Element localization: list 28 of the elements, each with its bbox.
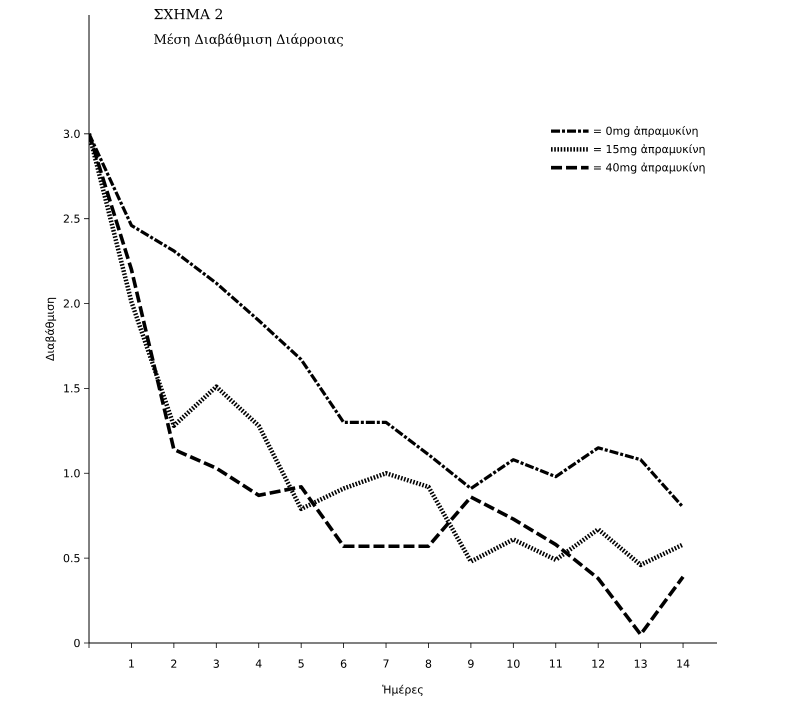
y-tick-label: 1.0 xyxy=(64,469,80,478)
x-tick-label: 11 xyxy=(550,660,562,668)
legend-label: = 15mg ἀπραμυκίνη xyxy=(594,144,705,156)
x-tick-label: 5 xyxy=(298,660,304,668)
text: Μέση Διαβάθμιση Διάρροιας xyxy=(154,33,343,47)
x-tick-label: 14 xyxy=(677,660,690,668)
y-tick-label: 0 xyxy=(74,638,80,648)
x-tick-label: 9 xyxy=(468,660,474,668)
x-tick-label: 6 xyxy=(340,660,346,668)
x-tick-label: 12 xyxy=(592,660,604,668)
legend-label: = 40mg ἀπραμυκίνη xyxy=(594,162,705,174)
y-axis-title: Διαβάθμιση xyxy=(45,298,56,361)
legend-label: = 0mg ἀπραμυκίνη xyxy=(594,126,698,138)
x-tick-label: 10 xyxy=(508,660,520,668)
x-tick-label: 1 xyxy=(129,660,134,668)
y-tick-label: 1.5 xyxy=(64,384,80,392)
y-tick-label: 3.0 xyxy=(64,130,80,138)
x-axis-title: Ἡμέρες xyxy=(382,684,423,696)
chart-title: ΣΧΗΜΑ 2 xyxy=(154,8,222,20)
x-tick-label: 13 xyxy=(634,660,647,668)
x-tick-label: 7 xyxy=(383,660,389,668)
y-tick-label: 0.5 xyxy=(64,554,80,562)
x-tick-label: 4 xyxy=(256,660,262,668)
x-tick-label: 2 xyxy=(171,660,176,668)
x-tick-label: 8 xyxy=(426,660,432,668)
x-tick-label: 3 xyxy=(214,660,219,668)
y-tick-label: 2.5 xyxy=(64,214,80,223)
y-tick-label: 2.0 xyxy=(64,299,80,308)
